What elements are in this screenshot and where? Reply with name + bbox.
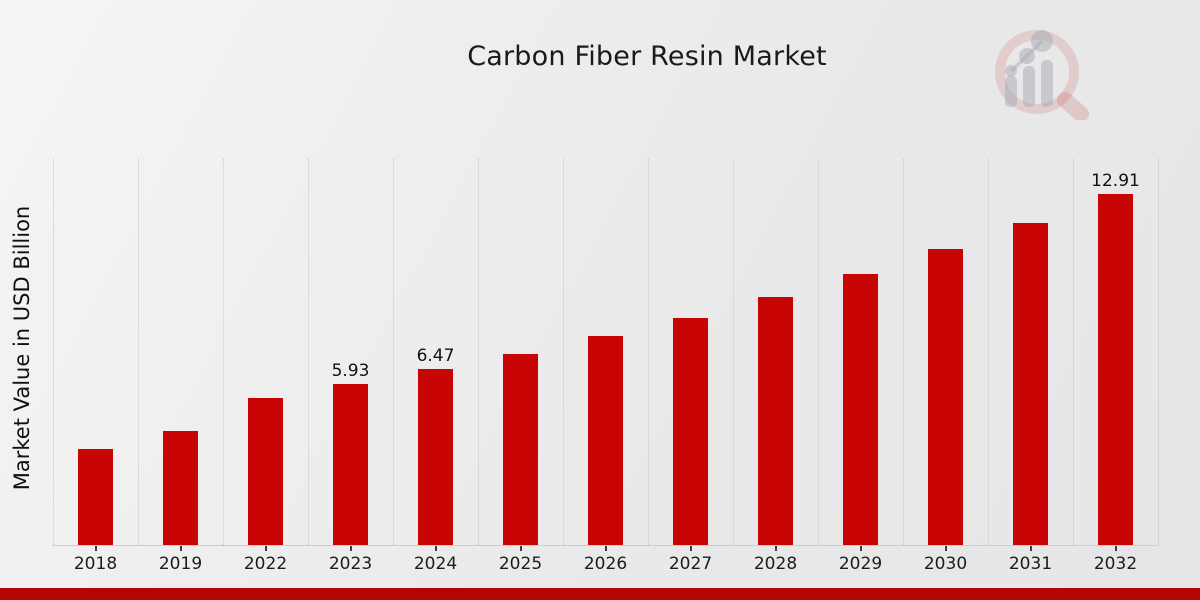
bar-2019 bbox=[163, 431, 198, 545]
x-tick-label-2019: 2019 bbox=[158, 554, 203, 574]
bar-2030 bbox=[928, 249, 963, 545]
x-tick bbox=[264, 546, 267, 551]
gridline bbox=[562, 159, 564, 545]
x-tick bbox=[94, 546, 97, 551]
gridline bbox=[1072, 159, 1074, 545]
bar-2029 bbox=[843, 274, 878, 545]
gridline bbox=[222, 159, 224, 545]
x-tick-label-2018: 2018 bbox=[73, 554, 118, 574]
x-tick-label-2025: 2025 bbox=[498, 554, 543, 574]
x-tick bbox=[1114, 546, 1117, 551]
bar-2028 bbox=[758, 297, 793, 545]
x-tick bbox=[774, 546, 777, 551]
bar-2022 bbox=[248, 398, 283, 545]
x-tick-label-2029: 2029 bbox=[838, 554, 883, 574]
gridline bbox=[987, 159, 989, 545]
x-tick bbox=[1029, 546, 1032, 551]
plot-area: 5.93 6.47 12.91 bbox=[52, 159, 1159, 546]
y-axis-label: Market Value in USD Billion bbox=[10, 205, 34, 491]
gridline bbox=[137, 159, 139, 545]
x-tick bbox=[179, 546, 182, 551]
x-tick-label-2023: 2023 bbox=[328, 554, 373, 574]
bar-2025 bbox=[503, 354, 538, 545]
gridline bbox=[732, 159, 734, 545]
bar-value-label-2023: 5.93 bbox=[331, 361, 370, 381]
x-tick bbox=[349, 546, 352, 551]
x-tick bbox=[604, 546, 607, 551]
x-tick-label-2031: 2031 bbox=[1008, 554, 1053, 574]
footer-accent-strip bbox=[0, 588, 1200, 600]
x-tick bbox=[944, 546, 947, 551]
bar-2027 bbox=[673, 318, 708, 545]
x-tick-label-2027: 2027 bbox=[668, 554, 713, 574]
gridline bbox=[392, 159, 394, 545]
x-tick-label-2030: 2030 bbox=[923, 554, 968, 574]
x-tick-label-2024: 2024 bbox=[413, 554, 458, 574]
x-tick bbox=[859, 546, 862, 551]
gridline bbox=[902, 159, 904, 545]
bar-value-label-2024: 6.47 bbox=[416, 346, 455, 366]
x-tick-label-2028: 2028 bbox=[753, 554, 798, 574]
magnifier-bar-chart-logo-icon bbox=[995, 30, 1089, 120]
chart-title: Carbon Fiber Resin Market bbox=[467, 41, 827, 72]
bar-2018 bbox=[78, 449, 113, 545]
x-tick bbox=[519, 546, 522, 551]
gridline bbox=[307, 159, 309, 545]
gridline bbox=[477, 159, 479, 545]
gridline bbox=[52, 159, 54, 545]
gridline bbox=[1157, 159, 1159, 545]
x-tick bbox=[689, 546, 692, 551]
bar-2023 bbox=[333, 384, 368, 545]
x-tick-label-2026: 2026 bbox=[583, 554, 628, 574]
gridline bbox=[817, 159, 819, 545]
gridline bbox=[647, 159, 649, 545]
bar-2026 bbox=[588, 336, 623, 545]
bar-2032 bbox=[1098, 194, 1133, 545]
x-tick bbox=[434, 546, 437, 551]
x-axis: 2018 2019 2022 2023 2024 2025 2026 2027 2028 2029… bbox=[53, 546, 1158, 586]
x-tick-label-2022: 2022 bbox=[243, 554, 288, 574]
bar-2031 bbox=[1013, 223, 1048, 545]
bar-2024 bbox=[418, 369, 453, 545]
x-tick-label-2032: 2032 bbox=[1093, 554, 1138, 574]
bar-value-label-2032: 12.91 bbox=[1091, 171, 1140, 191]
